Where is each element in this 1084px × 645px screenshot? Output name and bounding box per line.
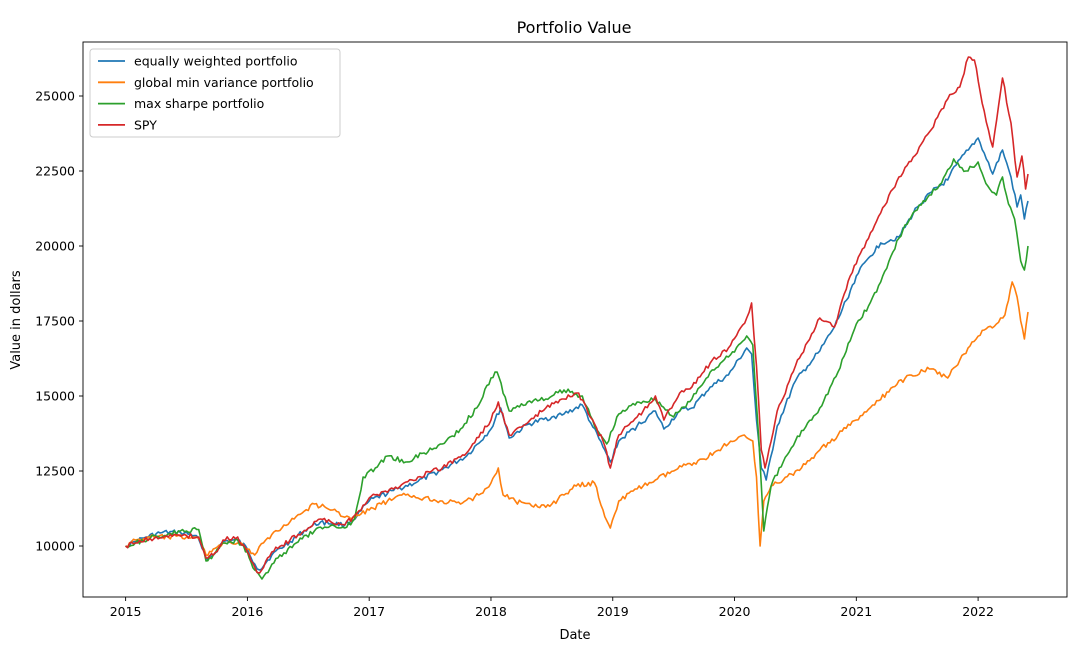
- series-line-2: [125, 158, 1029, 580]
- legend-box: [89, 48, 341, 138]
- chart-title: Portfolio Value: [517, 18, 632, 37]
- plot-lines: [125, 56, 1029, 580]
- y-axis-label: Value in dollars: [9, 270, 24, 370]
- x-tick-label: 2021: [840, 604, 872, 619]
- legend: equally weighted portfolio global min var…: [89, 48, 341, 138]
- x-tick-label: 2017: [353, 604, 385, 619]
- legend-label-1: global min variance portfolio: [134, 75, 314, 90]
- plot-frame: [82, 41, 1068, 598]
- y-axis: 10000 12500 15000 17500 20000 22500 25000: [35, 89, 83, 554]
- x-tick-label: 2022: [962, 604, 994, 619]
- x-tick-label: 2016: [231, 604, 263, 619]
- y-tick-label: 10000: [35, 539, 75, 554]
- y-tick-label: 22500: [35, 164, 75, 179]
- legend-label-0: equally weighted portfolio: [134, 54, 298, 69]
- x-axis-label: Date: [559, 628, 590, 643]
- x-tick-label: 2019: [597, 604, 629, 619]
- y-tick-label: 15000: [35, 389, 75, 404]
- legend-label-2: max sharpe portfolio: [134, 96, 264, 111]
- series-line-0: [125, 137, 1029, 571]
- legend-label-3: SPY: [134, 117, 157, 132]
- y-tick-label: 20000: [35, 239, 75, 254]
- x-tick-label: 2020: [719, 604, 751, 619]
- x-tick-label: 2018: [475, 604, 507, 619]
- series-line-1: [125, 281, 1029, 557]
- y-tick-label: 12500: [35, 464, 75, 479]
- y-tick-label: 17500: [35, 314, 75, 329]
- x-tick-label: 2015: [110, 604, 142, 619]
- series-line-3: [125, 56, 1029, 574]
- x-axis: 2015 2016 2017 2018 2019 2020 2021 2022: [110, 597, 994, 619]
- y-tick-label: 25000: [35, 89, 75, 104]
